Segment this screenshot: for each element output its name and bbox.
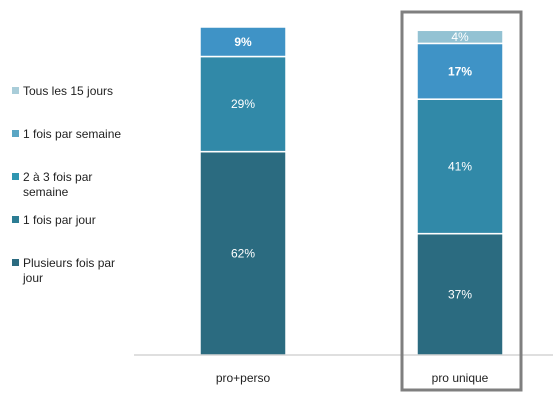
bar-segment-pro-perso-2-a-3-fois-par-semaine [199,55,287,153]
highlight-frame [400,10,523,392]
data-label-pro-perso-2-a-3-fois-par-semaine: 29% [231,97,255,111]
legend-swatch-plusieurs-fois-par-jour [12,259,19,266]
x-tick-label-pro-perso: pro+perso [216,371,271,385]
legend: Tous les 15 jours 1 fois par semaine 2 à 3… [12,84,121,285]
legend-swatch-2-a-3-fois-par-semaine [12,173,19,180]
legend-swatch-tous-les-15-jours [12,87,19,94]
legend-label-plusieurs-fois-par-jour: Plusieurs fois par jour [22,256,115,285]
data-label-pro-unique-2-a-3-fois-par-semaine: 41% [448,159,472,173]
legend-item-plusieurs-fois-par-jour: Plusieurs fois par jour [12,256,115,285]
bar-segment-pro-unique-1-fois-par-semaine [416,42,504,100]
legend-item-tous-les-15-jours: Tous les 15 jours [12,84,113,98]
legend-swatch-1-fois-par-semaine [12,130,19,137]
bars-layer [199,26,504,356]
data-label-pro-unique-1-fois-par-semaine: 17% [448,64,472,78]
bar-segment-pro-perso-plusieurs-fois-par-jour [199,150,287,356]
legend-item-2-a-3-fois-par-semaine: 2 à 3 fois par semaine [12,170,92,199]
bar-segment-pro-perso-1-fois-par-semaine [199,26,287,58]
data-label-pro-perso-1-fois-par-semaine: 9% [234,35,252,49]
bar-segment-pro-unique-2-a-3-fois-par-semaine [416,98,504,235]
legend-label-tous-les-15-jours: Tous les 15 jours [23,84,113,98]
legend-label-1-fois-par-jour: 1 fois par jour [23,213,96,227]
legend-item-1-fois-par-semaine: 1 fois par semaine [12,127,121,141]
bar-segment-pro-unique-tous-les-15-jours [416,29,504,45]
data-label-pro-unique-plusieurs-fois-par-jour: 37% [448,287,472,301]
x-tick-label-pro-unique: pro unique [432,371,489,385]
legend-swatch-1-fois-par-jour [12,216,19,223]
category-labels-layer: pro+perso pro unique [216,371,489,385]
data-labels-layer: 62% 29% 9% 37% 41% 17% 4% [231,30,472,301]
legend-label-1-fois-par-semaine: 1 fois par semaine [23,127,121,141]
data-label-pro-unique-tous-les-15-jours: 4% [451,30,469,44]
legend-label-2-a-3-fois-par-semaine: 2 à 3 fois par semaine [23,170,92,199]
data-label-pro-perso-plusieurs-fois-par-jour: 62% [231,246,255,260]
legend-item-1-fois-par-jour: 1 fois par jour [12,213,96,227]
bar-segment-pro-unique-plusieurs-fois-par-jour [416,232,504,356]
